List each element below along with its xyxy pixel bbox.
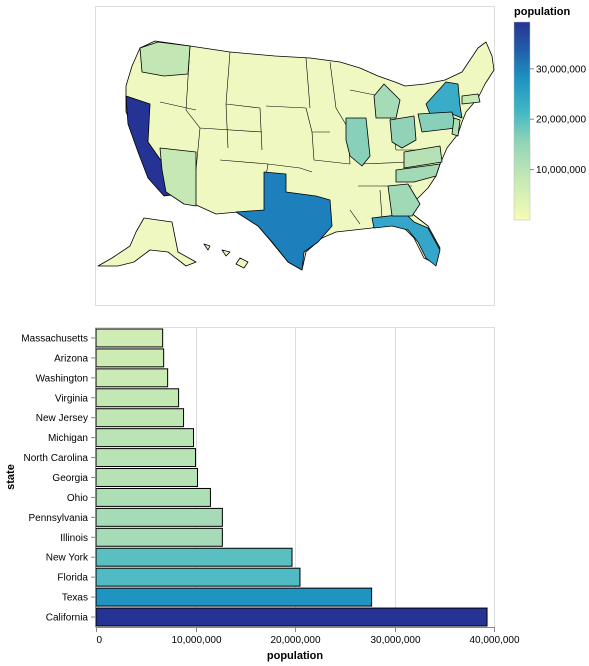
- map-state-arizona: [159, 147, 197, 207]
- y-label-florida: Florida: [57, 573, 88, 584]
- y-label-texas: Texas: [62, 593, 88, 604]
- map-state-michigan: [373, 83, 401, 119]
- legend-ticks: 10,000,000 20,000,000 30,000,000: [530, 64, 586, 176]
- bar-ohio: [95, 487, 211, 507]
- map-state-hawaii: [203, 243, 249, 269]
- bar-north-carolina: [95, 448, 196, 468]
- map-state-northcarolina: [395, 163, 441, 183]
- map-state-florida: [371, 213, 441, 267]
- bar-michigan: [95, 428, 195, 448]
- bar-pennsylvania: [95, 507, 223, 527]
- y-label-new-jersey: New Jersey: [36, 413, 88, 424]
- bar-texas: [95, 587, 373, 607]
- bar-washington: [95, 368, 169, 388]
- bar-illinois: [95, 527, 223, 547]
- x-tick-label-1: 10,000,000: [171, 635, 221, 646]
- bar-new-jersey: [95, 408, 185, 428]
- map-state-virginia: [403, 145, 443, 169]
- y-label-michigan: Michigan: [48, 433, 88, 444]
- map-state-pennsylvania: [417, 111, 457, 133]
- legend-tick-label-0: 10,000,000: [536, 165, 586, 176]
- map-state-ohio: [389, 115, 417, 149]
- map-state-georgia: [387, 183, 421, 217]
- map-state-newjersey: [451, 117, 461, 137]
- x-axis: 0 10,000,000 20,000,000 30,000,000 40,000,00…: [96, 627, 520, 646]
- us-choropleth-map: [97, 40, 495, 271]
- map-state-alaska: [97, 217, 197, 267]
- legend-gradient: [513, 21, 531, 221]
- y-label-washington: Washington: [36, 373, 88, 384]
- map-state-illinois: [345, 117, 371, 167]
- y-label-ohio: Ohio: [67, 493, 89, 504]
- bar-marks: [95, 328, 488, 627]
- legend-tick-label-2: 30,000,000: [536, 64, 586, 75]
- x-tick-label-0: 0: [97, 635, 103, 646]
- map-state-texas: [235, 171, 333, 271]
- y-label-georgia: Georgia: [52, 473, 88, 484]
- bar-california: [95, 607, 488, 627]
- legend-tick-label-1: 20,000,000: [536, 115, 586, 126]
- y-label-massachusetts: Massachusetts: [21, 333, 88, 344]
- x-tick-label-2: 20,000,000: [270, 635, 320, 646]
- map-state-borders: [159, 45, 430, 225]
- y-label-pennsylvania: Pennsylvania: [29, 513, 89, 524]
- x-tick-label-3: 30,000,000: [370, 635, 420, 646]
- y-label-virginia: Virginia: [55, 393, 89, 404]
- bar-arizona: [95, 348, 165, 368]
- x-tick-label-4: 40,000,000: [469, 635, 519, 646]
- y-label-california: California: [46, 613, 89, 624]
- bar-florida: [95, 567, 301, 587]
- y-label-north-carolina: North Carolina: [24, 453, 89, 464]
- bar-massachusetts: [95, 328, 164, 348]
- y-label-arizona: Arizona: [54, 353, 88, 364]
- map-state-massachusetts: [461, 93, 481, 105]
- bar-georgia: [95, 468, 198, 487]
- y-axis-title: state: [5, 464, 17, 490]
- legend-title: population: [514, 6, 570, 18]
- map-state-washington: [139, 41, 191, 77]
- bar-new-york: [95, 547, 293, 567]
- bar-virginia: [95, 388, 180, 408]
- y-label-new-york: New York: [46, 553, 89, 564]
- y-axis-labels: Massachusetts Arizona Washington Virginia Ne…: [21, 328, 96, 627]
- x-axis-title: population: [267, 650, 323, 662]
- y-label-illinois: Illinois: [60, 533, 88, 544]
